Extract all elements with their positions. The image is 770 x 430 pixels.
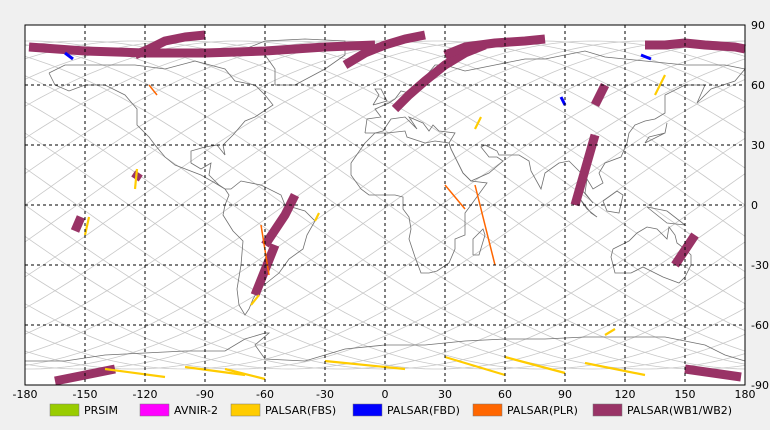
fbs-swath xyxy=(504,355,566,375)
x-axis-ticks: -180 -150 -120 -90 -60 -30 0 30 60 90 120 150 180 xyxy=(13,388,756,401)
wb-swath xyxy=(590,82,610,108)
orbit-track xyxy=(24,132,746,370)
plr-swath xyxy=(474,184,496,266)
x-tick-label: -120 xyxy=(133,388,158,401)
legend-label: PALSAR(PLR) xyxy=(507,404,578,417)
swath-layer xyxy=(28,30,746,386)
map-border xyxy=(24,24,746,386)
legend-swatch xyxy=(139,403,170,417)
legend-label: PALSAR(WB1/WB2) xyxy=(627,404,732,417)
fbd-swath xyxy=(559,96,567,106)
wb-swath xyxy=(133,30,206,60)
coastline xyxy=(350,130,488,274)
y-tick-label: -90 xyxy=(751,379,769,392)
coastline xyxy=(372,88,388,106)
legend-swatch xyxy=(592,403,623,417)
fbs-swath xyxy=(324,359,406,371)
wb-swath xyxy=(70,215,86,233)
coastline xyxy=(576,194,598,218)
legend: PRSIM AVNIR-2 PALSAR(FBS) PALSAR(FBD) PALSAR… xyxy=(49,403,732,417)
y-tick-label: 60 xyxy=(751,79,765,92)
map-frame xyxy=(24,24,746,386)
plr-swath xyxy=(148,84,158,96)
x-tick-label: -180 xyxy=(13,388,38,401)
fbs-swath xyxy=(654,74,666,96)
coastline xyxy=(243,38,346,86)
wb-swath xyxy=(443,34,546,60)
x-tick-label: 0 xyxy=(382,388,389,401)
x-tick-label: 120 xyxy=(615,388,636,401)
coastline xyxy=(472,228,486,256)
x-tick-label: 180 xyxy=(735,388,756,401)
y-axis-ticks: 90 60 30 0 -30 -60 -90 xyxy=(751,19,769,392)
y-tick-label: -60 xyxy=(751,319,769,332)
wb-swath xyxy=(250,243,280,297)
orbit-track xyxy=(24,40,746,352)
x-tick-label: 90 xyxy=(558,388,572,401)
legend-swatch xyxy=(352,403,383,417)
y-tick-label: 0 xyxy=(751,199,758,212)
fbs-swath xyxy=(104,367,166,379)
wb-swath xyxy=(684,364,742,382)
coastline xyxy=(222,180,316,316)
orbit-track xyxy=(24,167,746,370)
fbs-swath xyxy=(133,168,139,190)
wb-swath xyxy=(645,38,746,54)
x-tick-label: -30 xyxy=(316,388,334,401)
coastline xyxy=(610,226,692,284)
x-tick-label: -150 xyxy=(73,388,98,401)
coastline xyxy=(644,122,668,144)
y-tick-label: 90 xyxy=(751,19,765,32)
fbs-swath xyxy=(184,365,246,377)
x-tick-label: -60 xyxy=(256,388,274,401)
fbs-swath xyxy=(250,294,260,306)
fbs-swath xyxy=(474,116,482,130)
wb-swath xyxy=(261,192,300,248)
fbs-swath xyxy=(604,328,616,336)
fbd-swath xyxy=(64,51,74,61)
x-tick-label: 30 xyxy=(438,388,452,401)
fbs-swath xyxy=(314,212,320,222)
legend-swatch xyxy=(49,403,80,417)
legend-swatch xyxy=(472,403,503,417)
y-tick-label: -30 xyxy=(751,259,769,272)
fbs-swath xyxy=(444,355,506,377)
legend-label: PALSAR(FBS) xyxy=(265,404,336,417)
legend-label: PRSIM xyxy=(84,404,118,417)
fbs-swath xyxy=(584,361,646,377)
legend-label: AVNIR-2 xyxy=(174,404,218,417)
x-tick-label: 150 xyxy=(675,388,696,401)
fbd-swath xyxy=(640,53,652,61)
fbs-swath xyxy=(83,216,91,236)
y-tick-label: 30 xyxy=(751,139,765,152)
wb-swath xyxy=(570,133,600,207)
x-tick-label: -90 xyxy=(196,388,214,401)
coastline xyxy=(602,190,624,214)
legend-swatch xyxy=(230,403,261,417)
x-tick-label: 60 xyxy=(498,388,512,401)
wb-swath xyxy=(391,40,487,113)
orbit-track xyxy=(24,79,746,370)
plr-swath xyxy=(444,184,466,210)
coastline xyxy=(48,60,274,190)
grid-lines xyxy=(25,25,745,385)
legend-label: PALSAR(FBD) xyxy=(387,404,460,417)
